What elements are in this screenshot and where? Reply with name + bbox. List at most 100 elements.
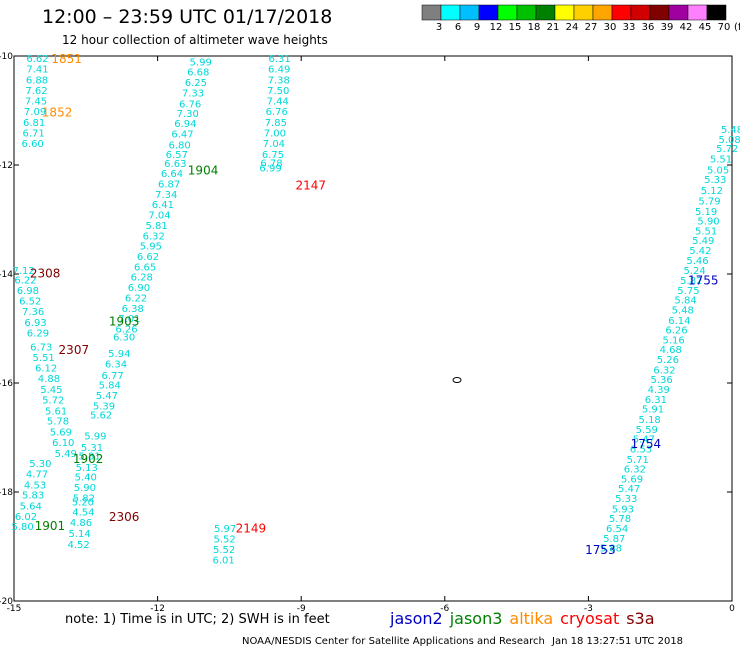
wave-height-value: 6.87 bbox=[158, 180, 180, 191]
wave-height-value: 6.22 bbox=[125, 293, 147, 304]
satellite-jason2: jason2 bbox=[390, 609, 443, 628]
wave-height-value: 6.77 bbox=[101, 371, 123, 382]
wave-height-value: 6.28 bbox=[131, 273, 153, 284]
wave-height-value: 5.42 bbox=[689, 246, 711, 257]
wave-height-value: 5.79 bbox=[698, 196, 720, 207]
lon-tick-label: -12 bbox=[150, 604, 165, 614]
wave-height-value: 6.30 bbox=[113, 333, 135, 344]
legend-label: 3 bbox=[436, 22, 442, 33]
wave-height-value: 4.88 bbox=[38, 374, 60, 385]
wave-height-value: 6.12 bbox=[35, 364, 57, 375]
wave-height-value: 7.45 bbox=[25, 97, 47, 108]
wave-height-value: 5.71 bbox=[627, 455, 649, 466]
wave-height-value: 6.01 bbox=[213, 556, 235, 567]
wave-height-value: 6.68 bbox=[187, 67, 209, 78]
wave-height-value: 5.72 bbox=[42, 395, 64, 406]
pass-time-label: 2147 bbox=[295, 179, 326, 193]
wave-height-value: 5.13 bbox=[76, 463, 98, 474]
wave-height-value: 5.47 bbox=[96, 391, 118, 402]
wave-height-value: 6.88 bbox=[26, 75, 48, 86]
pass-time-label: 1753 bbox=[585, 543, 616, 557]
wave-height-value: 5.52 bbox=[213, 534, 235, 545]
lon-tick-label: -3 bbox=[584, 604, 593, 614]
legend-label: 36 bbox=[642, 22, 655, 33]
wave-height-value: 6.02 bbox=[15, 512, 37, 523]
lon-tick-label: 0 bbox=[729, 604, 735, 614]
wave-height-value: 7.62 bbox=[25, 86, 47, 97]
wave-height-value: 6.94 bbox=[174, 119, 196, 130]
wave-height-value: 6.53 bbox=[630, 444, 652, 455]
legend-label: 27 bbox=[585, 22, 598, 33]
wave-height-value: 6.93 bbox=[24, 318, 46, 329]
lon-tick-label: -6 bbox=[440, 604, 449, 614]
wave-height-value: 6.32 bbox=[624, 465, 646, 476]
satellite-s3a: s3a bbox=[626, 609, 655, 628]
wave-height-value: 6.71 bbox=[22, 128, 44, 139]
legend-label: 12 bbox=[490, 22, 503, 33]
pass-time-label: 1755 bbox=[688, 273, 719, 287]
wave-height-value: 5.97 bbox=[214, 524, 236, 535]
footer-timestamp: Jan 18 13:27:51 UTC 2018 bbox=[552, 636, 684, 647]
legend-label: 24 bbox=[566, 22, 579, 33]
lat-tick-label: -14 bbox=[0, 270, 13, 280]
wave-height-value: 6.41 bbox=[152, 200, 174, 211]
map-axes: -10 -12 -14 -16 -18 -20-15 -12 -9 -6 -3 0 bbox=[0, 52, 735, 614]
legend-label: 39 bbox=[661, 22, 674, 33]
wave-height-value: 5.18 bbox=[639, 415, 661, 426]
island-outline bbox=[452, 377, 462, 383]
wave-height-value: 5.61 bbox=[45, 406, 67, 417]
wave-height-value: 6.76 bbox=[179, 99, 201, 110]
legend-label: 42 bbox=[680, 22, 693, 33]
wave-height-value: 4.54 bbox=[72, 508, 94, 519]
legend-swatch bbox=[497, 4, 518, 21]
wave-height-value: 7.41 bbox=[26, 65, 48, 76]
wave-height-value: 6.98 bbox=[17, 286, 39, 297]
wave-height-value: 5.93 bbox=[612, 504, 634, 515]
wave-height-value: 5.82 bbox=[680, 276, 702, 287]
wave-height-value: 7.34 bbox=[155, 190, 177, 201]
wave-height-value: 5.19 bbox=[695, 207, 717, 218]
wave-height-value: 5.91 bbox=[642, 405, 664, 416]
wave-height-value: 5.84 bbox=[674, 296, 696, 307]
wave-height-value: 6.34 bbox=[105, 359, 127, 370]
wave-height-value: 6.29 bbox=[27, 328, 49, 339]
pass-time-label: 1852 bbox=[42, 106, 73, 120]
wave-height-value: 6.73 bbox=[30, 342, 52, 353]
legend-swatch bbox=[573, 4, 594, 21]
wave-height-value: 5.30 bbox=[29, 459, 51, 470]
legend-label: 18 bbox=[528, 22, 541, 33]
pass-time-layer: 1851 1852 1904 2147 2308 1903 2307 1902 2306 1901… bbox=[30, 52, 719, 557]
wave-height-value: 5.90 bbox=[697, 217, 719, 228]
wave-height-value: 5.49 bbox=[55, 449, 77, 460]
pass-time-label: 1902 bbox=[73, 452, 104, 466]
wave-height-value: 6.31 bbox=[645, 395, 667, 406]
wave-height-value: 7.09 bbox=[24, 107, 46, 118]
pass-time-label: 1754 bbox=[631, 437, 662, 451]
lon-tick-label: -9 bbox=[297, 604, 306, 614]
observation-layer: 6.627.416.887.627.457.096.816.716.605.99… bbox=[11, 54, 740, 566]
wave-height-value: 5.80 bbox=[11, 522, 33, 533]
wave-height-value: 5.64 bbox=[20, 502, 42, 513]
wave-height-value: 5.84 bbox=[99, 381, 121, 392]
wave-height-value: 5.39 bbox=[93, 401, 115, 412]
wave-height-value: 6.54 bbox=[606, 524, 628, 535]
wave-height-value: 5.47 bbox=[618, 484, 640, 495]
legend-label: 70 bbox=[718, 22, 731, 33]
wave-height-value: 6.38 bbox=[122, 304, 144, 315]
legend-label: 6 bbox=[455, 22, 461, 33]
wave-height-value: 6.26 bbox=[665, 326, 687, 337]
legend-swatch bbox=[668, 4, 689, 21]
legend-swatch bbox=[592, 4, 613, 21]
wave-height-value: 5.49 bbox=[692, 236, 714, 247]
lat-tick-label: -12 bbox=[0, 161, 13, 171]
pass-time-label: 1901 bbox=[35, 519, 66, 533]
wave-height-value: 4.77 bbox=[26, 469, 48, 480]
wave-height-value: 7.50 bbox=[267, 86, 289, 97]
wave-height-value: 5.20 bbox=[72, 497, 94, 508]
legend-label: 45 bbox=[699, 22, 712, 33]
wave-height-value: 6.62 bbox=[137, 252, 159, 263]
wave-height-value: 4.53 bbox=[24, 480, 46, 491]
legend-swatch bbox=[459, 4, 480, 21]
